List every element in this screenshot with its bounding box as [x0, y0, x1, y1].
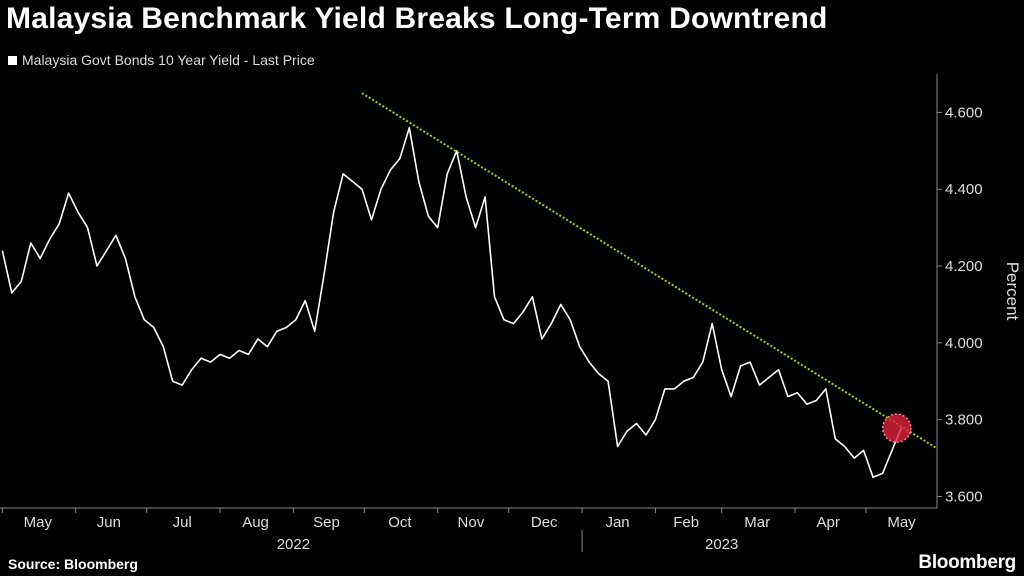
x-tick-label: Jul [173, 514, 192, 531]
y-axis: 3.600 3.800 4.000 4.200 4.400 4.600 [936, 74, 983, 508]
brand-logo: Bloomberg [918, 552, 1016, 573]
legend-swatch [8, 55, 17, 65]
x-tick-label: Mar [744, 514, 770, 531]
x-tick-label: Nov [458, 514, 485, 531]
yield-series-line [1, 127, 903, 479]
x-axis: May Jun Jul Aug Sep Oct Nov Dec Jan Feb Mar Apr May 2… [0, 507, 937, 553]
y-tick-label: 4.400 [945, 181, 983, 198]
y-tick-label: 4.600 [945, 104, 983, 121]
year-label: 2022 [277, 536, 310, 553]
x-tick-label: Apr [816, 514, 839, 531]
year-label: 2023 [705, 536, 738, 553]
x-tick-label: May [24, 514, 53, 531]
legend-label: Malaysia Govt Bonds 10 Year Yield - Last… [22, 52, 315, 68]
x-tick-label: Sep [313, 514, 340, 531]
x-tick-label: Feb [673, 514, 699, 531]
y-tick-label: 3.800 [945, 412, 983, 429]
x-tick-label: Jan [605, 514, 629, 531]
x-tick-label: Oct [388, 514, 412, 531]
source-note: Source: Bloomberg [8, 556, 138, 572]
trendline [361, 92, 938, 450]
legend: Malaysia Govt Bonds 10 Year Yield - Last… [8, 52, 315, 68]
y-tick-label: 4.000 [945, 335, 983, 352]
y-axis-label: Percent [1003, 262, 1022, 321]
x-tick-label: May [887, 514, 916, 531]
chart-title: Malaysia Benchmark Yield Breaks Long-Ter… [6, 2, 828, 35]
x-tick-label: Aug [242, 514, 269, 531]
plot-area [1, 92, 938, 479]
y-tick-label: 3.600 [945, 488, 983, 505]
breakout-marker [882, 413, 912, 443]
x-tick-label: Dec [531, 514, 558, 531]
x-tick-label: Jun [97, 514, 121, 531]
y-tick-label: 4.200 [945, 258, 983, 275]
